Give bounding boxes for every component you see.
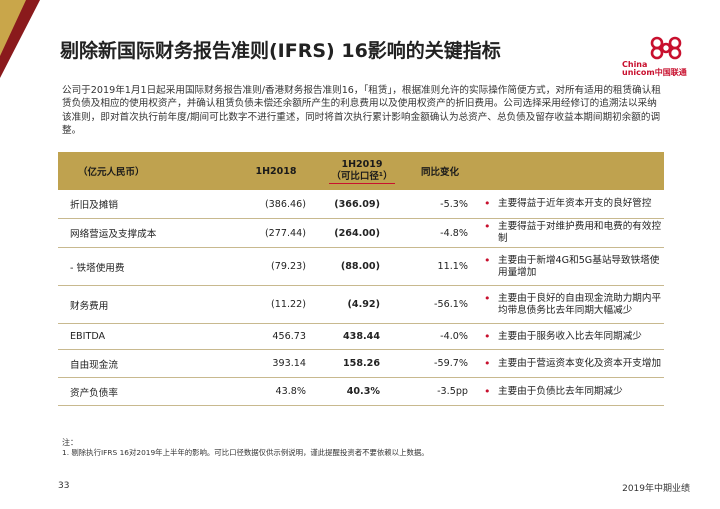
bullet-icon: • — [484, 291, 491, 305]
row-value-1h2019: 438.44 — [342, 331, 380, 342]
row-value-1h2019: (264.00) — [334, 227, 380, 239]
intro-paragraph: 公司于2019年1月1日起采用国际财务报告准则/香港财务报告准则16，「租赁」，… — [62, 85, 661, 137]
header-change: 同比变化 — [420, 167, 459, 178]
row-change: -56.1% — [434, 299, 468, 310]
row-label: 网络营运及支撑成本 — [70, 229, 157, 240]
table-row: 折旧及摊销 (386.46) (366.09) -5.3% • 主要得益于近年资本开支的良… — [58, 190, 664, 219]
row-value-1h2019: (366.09) — [334, 198, 380, 210]
bullet-icon: • — [484, 253, 491, 267]
row-value-1h2018: (277.44) — [264, 227, 306, 239]
row-value-1h2018: (386.46) — [264, 198, 306, 210]
row-label: 自由现金流 — [70, 359, 118, 371]
row-note-text: 主要由于负债比去年同期减少 — [498, 385, 623, 397]
bullet-icon: • — [484, 356, 491, 370]
header-1h2019: 1H2019 （可比口径¹） — [329, 158, 395, 184]
row-value-1h2018: (79.23) — [271, 261, 306, 272]
row-note: • 主要得益于对维护费用和电费的有效控制 — [474, 221, 664, 245]
row-note: • 主要由于良好的自由现金流助力期内平均带息债务比去年同期大幅减少 — [474, 291, 664, 317]
row-label: - 铁塔使用费 — [70, 262, 125, 274]
row-value-1h2018: (11.22) — [271, 299, 306, 310]
bullet-icon: • — [484, 329, 491, 343]
row-label: 折旧及摊销 — [70, 200, 118, 211]
key-metrics-table: （亿元人民币） 1H2018 1H2019 （可比口径¹） 同比变化 折旧及摊销… — [58, 152, 664, 406]
row-change: -4.0% — [440, 331, 468, 342]
row-note: • 主要由于营运资本变化及资本开支增加 — [474, 356, 664, 370]
row-value-1h2018: 393.14 — [272, 358, 306, 369]
row-value-1h2019: 40.3% — [346, 386, 380, 397]
row-note: • 主要由于新增4G和5G基站导致铁塔使用量增加 — [474, 253, 664, 279]
row-note: • 主要得益于近年资本开支的良好管控 — [474, 198, 664, 210]
row-value-1h2019: 158.26 — [342, 358, 380, 369]
table-row: 网络营运及支撑成本 (277.44) (264.00) -4.8% • 主要得益于对维护费… — [58, 219, 664, 248]
table-row: 自由现金流 393.14 158.26 -59.7% • 主要由于营运资本变化及资本开支增… — [58, 350, 664, 378]
row-value-1h2019: (88.00) — [340, 261, 380, 272]
row-change: -5.3% — [440, 198, 468, 210]
row-label: 资产负债率 — [70, 387, 118, 399]
corner-decoration-inner — [0, 0, 26, 56]
row-change: 11.1% — [437, 261, 468, 272]
row-change: -59.7% — [434, 358, 468, 369]
bullet-icon: • — [484, 197, 491, 210]
table-row: 财务费用 (11.22) (4.92) -56.1% • 主要由于良好的自由现金流助力期内… — [58, 286, 664, 324]
row-note-text: 主要由于服务收入比去年同期减少 — [498, 330, 642, 342]
row-note-text: 主要得益于对维护费用和电费的有效控制 — [498, 221, 662, 244]
row-note-text: 主要由于新增4G和5G基站导致铁塔使用量增加 — [498, 254, 660, 278]
row-note-text: 主要由于营运资本变化及资本开支增加 — [498, 357, 662, 369]
china-unicom-logo: China unicom中国联通 — [622, 36, 692, 77]
table-row: EBITDA 456.73 438.44 -4.0% • 主要由于服务收入比去年同期减少 — [58, 324, 664, 350]
row-note: • 主要由于服务收入比去年同期减少 — [474, 329, 664, 343]
unicom-knot-icon — [650, 36, 682, 60]
footnote: 1. 剔除执行IFRS 16对2019年上半年的影响。可比口径数据仅供示例说明，… — [62, 448, 429, 457]
table-body: 折旧及摊销 (386.46) (366.09) -5.3% • 主要得益于近年资本开支的良… — [58, 190, 664, 406]
row-note-text: 主要由于良好的自由现金流助力期内平均带息债务比去年同期大幅减少 — [498, 292, 662, 316]
row-value-1h2018: 456.73 — [272, 331, 306, 342]
row-change: -3.5pp — [437, 386, 468, 397]
table-row: 资产负债率 43.8% 40.3% -3.5pp • 主要由于负债比去年同期减少 — [58, 378, 664, 406]
table-row: - 铁塔使用费 (79.23) (88.00) 11.1% • 主要由于新增4G和5G基站… — [58, 248, 664, 286]
row-note-text: 主要得益于近年资本开支的良好管控 — [498, 198, 652, 209]
bullet-icon: • — [484, 220, 491, 233]
footer-report-title: 2019年中期业绩 — [622, 484, 690, 494]
header-unit: （亿元人民币） — [78, 167, 145, 178]
row-label: 财务费用 — [70, 300, 109, 312]
row-label: EBITDA — [70, 331, 106, 342]
row-value-1h2019: (4.92) — [347, 299, 380, 310]
header-1h2018: 1H2018 — [255, 165, 297, 177]
page-title: 剔除新国际财务报告准则(IFRS) 16影响的关键指标 — [60, 40, 501, 62]
table-header: （亿元人民币） 1H2018 1H2019 （可比口径¹） 同比变化 — [58, 152, 664, 190]
footnote-label: 注： — [62, 438, 78, 447]
bullet-icon: • — [484, 384, 491, 398]
row-change: -4.8% — [440, 227, 468, 239]
row-value-1h2018: 43.8% — [275, 386, 306, 397]
page-number: 33 — [58, 481, 70, 491]
row-note: • 主要由于负债比去年同期减少 — [474, 384, 664, 398]
logo-wordmark: China unicom中国联通 — [622, 60, 687, 77]
